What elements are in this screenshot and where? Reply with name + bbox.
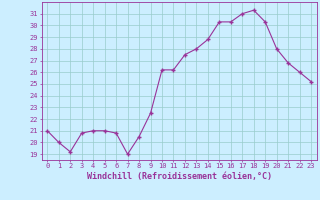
X-axis label: Windchill (Refroidissement éolien,°C): Windchill (Refroidissement éolien,°C)	[87, 172, 272, 181]
